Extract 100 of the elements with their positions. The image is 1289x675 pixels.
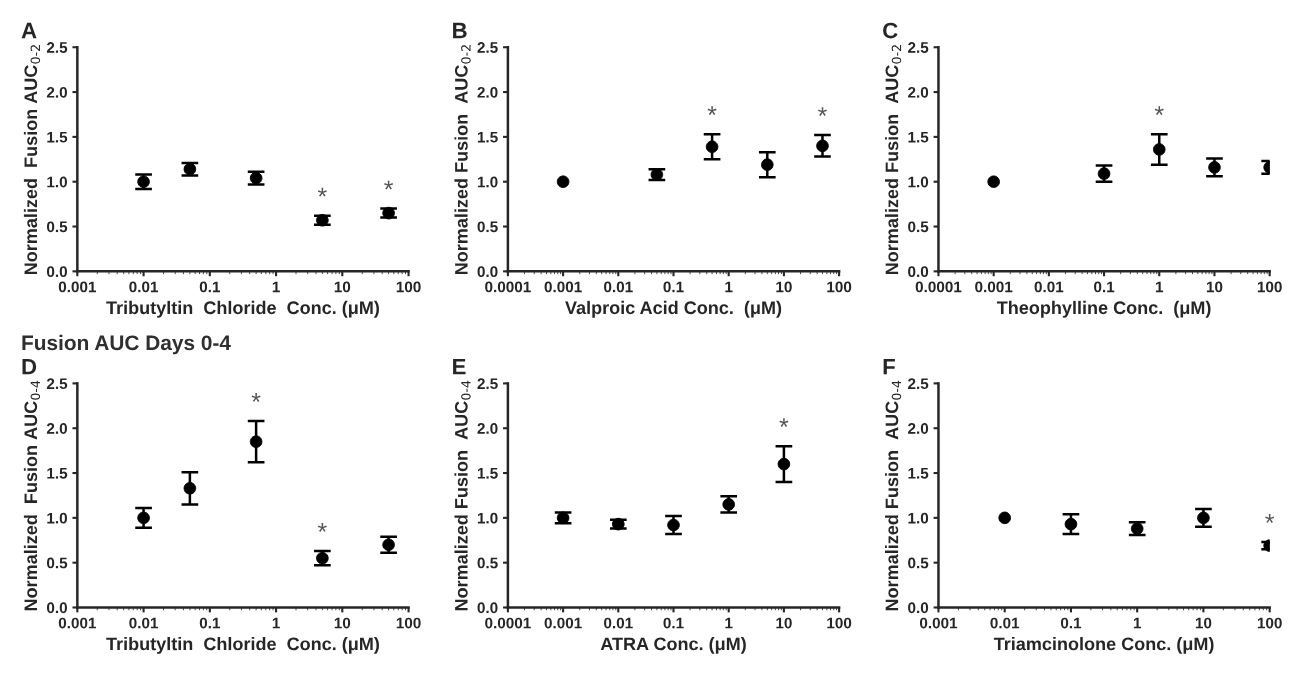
y-axis-title: Normalized Fusion AUC$_{0‐4}$ — [23, 380, 41, 611]
y-tick-label: 1.0 — [477, 176, 498, 188]
y-tick-label: 2.0 — [908, 86, 929, 98]
y-tick-label: 1.5 — [477, 468, 498, 479]
chart-title: B — [453, 22, 467, 39]
x-tick-label: 10 — [776, 617, 792, 629]
annotation: * — [384, 180, 394, 190]
y-tick-label: 0.5 — [46, 557, 68, 569]
annotation: * — [779, 418, 789, 427]
x-axis-title: ATRA Conc. (μM) — [600, 637, 746, 654]
x-tick-label: 1 — [272, 281, 280, 293]
x-tick-label: 0.001 — [544, 617, 582, 629]
y-axis-title: Normalized Fusion AUC$_{0‐2}$ — [885, 45, 902, 275]
x-tick-label: 1 — [1133, 617, 1142, 629]
x-tick-label: 0.1 — [663, 281, 684, 293]
x-tick-label: 10 — [1195, 617, 1212, 629]
y-axis-title: Normalized Fusion AUC$_{0‐2}$ — [23, 45, 41, 275]
y-tick-label: 1.5 — [47, 468, 68, 479]
annotation: * — [317, 187, 327, 197]
chart-title: E — [453, 359, 466, 375]
x-tick-label: 0.01 — [990, 617, 1020, 629]
x-tick-label: 100 — [396, 281, 421, 293]
x-tick-label: 100 — [827, 617, 852, 629]
x-tick-label: 0.0001 — [915, 281, 962, 293]
x-axis-title: Valproic Acid Conc. (μM) — [565, 300, 782, 318]
x-axis-title: Tributyltin Chloride Conc. (μM) — [106, 637, 379, 654]
y-tick-label: 0.0 — [46, 266, 67, 278]
y-tick-label: 1.5 — [908, 468, 929, 479]
x-tick-label: 0.0001 — [485, 617, 531, 629]
x-tick-label: 0.001 — [919, 617, 958, 629]
y-tick-label: 2.5 — [477, 42, 498, 53]
y-tick-label: 2.5 — [46, 42, 68, 53]
x-tick-label: 10 — [1206, 281, 1223, 293]
y-tick-label: 2.0 — [477, 86, 498, 98]
y-tick-label: 1.0 — [908, 176, 929, 188]
y-tick-label: 2.5 — [477, 378, 498, 390]
x-tick-label: 10 — [334, 617, 351, 629]
annotation: * — [818, 107, 827, 116]
chart-title: C — [883, 22, 898, 39]
x-tick-label: 0.001 — [544, 281, 582, 293]
annotation: * — [251, 393, 261, 402]
x-tick-label: 1 — [1155, 281, 1164, 293]
y-tick-label: 2.0 — [46, 86, 67, 98]
x-tick-label: 100 — [827, 281, 852, 293]
x-tick-label: 1 — [272, 617, 280, 629]
text: Fusion AUC Days 0-4 — [22, 334, 231, 355]
y-axis-title: Normalized Fusion AUC$_{0‐4}$ — [885, 380, 902, 611]
y-tick-label: 1.0 — [908, 512, 929, 524]
x-tick-label: 0.001 — [58, 617, 97, 629]
annotation: * — [317, 523, 327, 532]
x-axis-title: Triamcinolone Conc. (μM) — [993, 637, 1214, 654]
annotation: * — [707, 106, 717, 116]
chart-title: A — [21, 22, 37, 39]
y-tick-label: 0.0 — [477, 602, 498, 614]
y-tick-label: 2.5 — [46, 378, 68, 390]
y-tick-label: 2.0 — [46, 423, 67, 434]
x-tick-label: 0.01 — [129, 281, 159, 293]
y-tick-label: 1.0 — [47, 176, 67, 188]
y-tick-label: 2.5 — [908, 378, 929, 390]
y-tick-label: 2.5 — [908, 42, 929, 53]
x-tick-label: 0.1 — [199, 617, 221, 629]
x-tick-label: 0.01 — [1034, 281, 1064, 293]
y-tick-label: 0.0 — [477, 266, 498, 278]
x-tick-label: 0.1 — [199, 281, 221, 293]
x-tick-label: 10 — [776, 281, 792, 293]
x-axis-title: Theophylline Conc. (μM) — [996, 300, 1211, 318]
x-tick-label: 100 — [396, 617, 421, 629]
x-tick-label: 1 — [725, 617, 733, 629]
y-tick-label: 1.5 — [908, 131, 929, 143]
x-tick-label: 0.1 — [663, 617, 684, 629]
y-tick-label: 1.0 — [477, 512, 498, 524]
y-tick-label: 2.0 — [477, 423, 498, 434]
y-tick-label: 1.5 — [47, 131, 68, 143]
x-axis-title: Tributyltin Chloride Conc. (μM) — [106, 300, 379, 318]
y-tick-label: 0.0 — [46, 602, 67, 614]
y-axis-title: Normalized Fusion AUC$_{0‐4}$ — [454, 380, 471, 611]
x-tick-label: 0.1 — [1094, 281, 1115, 293]
annotation: * — [1154, 106, 1164, 116]
x-tick-label: 0.1 — [1060, 617, 1082, 629]
annotation: * — [1265, 514, 1275, 523]
x-tick-label: 0.001 — [58, 281, 97, 293]
y-tick-label: 0.5 — [477, 221, 498, 233]
y-tick-label: 0.5 — [477, 557, 498, 569]
chart-title: F — [883, 359, 895, 375]
x-tick-label: 1 — [725, 281, 733, 293]
x-tick-label: 100 — [1257, 281, 1282, 293]
y-tick-label: 0.5 — [46, 221, 68, 233]
x-tick-label: 0.01 — [604, 617, 633, 629]
y-tick-label: 0.5 — [908, 221, 929, 233]
x-tick-label: 100 — [1257, 617, 1282, 629]
x-tick-label: 10 — [334, 281, 351, 293]
y-tick-label: 0.0 — [908, 266, 929, 278]
x-tick-label: 0.01 — [129, 617, 159, 629]
x-tick-label: 0.001 — [975, 281, 1013, 293]
x-tick-label: 0.0001 — [485, 281, 531, 293]
y-tick-label: 0.0 — [908, 602, 929, 614]
y-tick-label: 0.5 — [908, 557, 929, 569]
chart-title: D — [22, 359, 37, 375]
y-axis-title: Normalized Fusion AUC$_{0‐2}$ — [454, 45, 471, 275]
y-tick-label: 2.0 — [908, 423, 929, 434]
